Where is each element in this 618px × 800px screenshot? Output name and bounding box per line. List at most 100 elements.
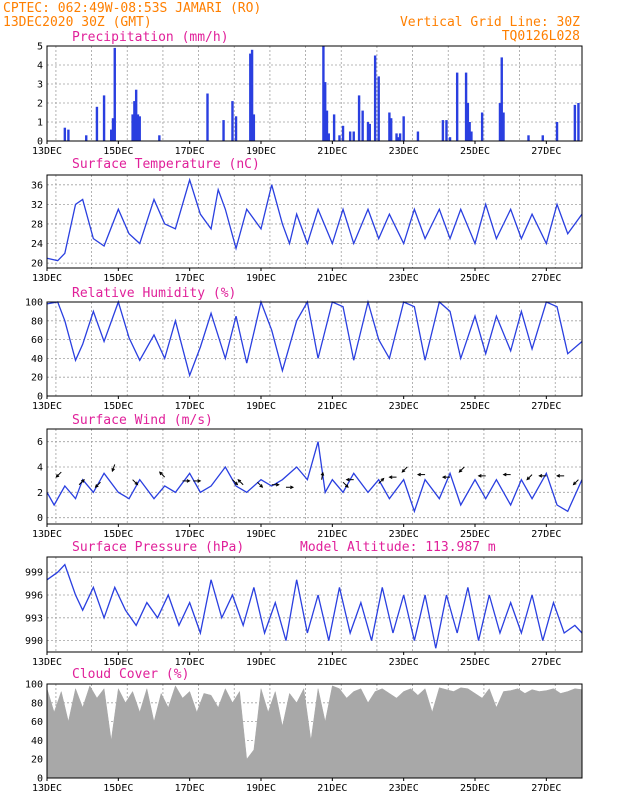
precip-bar: [445, 120, 448, 141]
y-tick-label: 20: [31, 755, 43, 766]
precip-bar: [555, 122, 559, 141]
panel-title: Precipitation (mm/h): [72, 30, 229, 45]
wind-arrow-head: [345, 477, 350, 482]
y-tick-label: 80: [31, 698, 43, 709]
header-code: TQ0126L028: [502, 29, 580, 44]
y-tick-label: 2: [37, 99, 43, 110]
wind-arrow: [401, 466, 408, 473]
x-tick-label: 21DEC: [317, 783, 347, 794]
precip-bar: [416, 131, 420, 141]
wind-arrow-head: [158, 471, 163, 476]
plot-border: [46, 174, 583, 269]
y-tick-label: 2: [37, 488, 43, 499]
y-tick-label: 990: [25, 636, 43, 647]
x-tick-label: 23DEC: [389, 401, 419, 412]
y-tick-label: 6: [37, 437, 43, 448]
y-tick-label: 4: [37, 61, 43, 72]
x-tick-label: 15DEC: [103, 401, 133, 412]
wind-arrow-head: [55, 474, 60, 478]
panel-title: Surface Temperature (nC): [72, 157, 260, 172]
wind-arrow: [237, 479, 244, 486]
wind-arrow: [55, 471, 62, 478]
x-tick-label: 19DEC: [246, 657, 276, 668]
wind-arrow: [526, 474, 533, 480]
panel-title: Relative Humidity (%): [72, 286, 236, 301]
precip-bar: [134, 89, 138, 141]
wind-arrow: [132, 479, 138, 485]
wind-arrow-head: [186, 479, 191, 483]
panel-title: Surface Wind (m/s): [72, 413, 213, 428]
x-tick-label: 21DEC: [317, 401, 347, 412]
panel-4: 990 993 996 999 13DEC 15DEC 17DEC 19DEC 21DEC 23D…: [25, 540, 583, 668]
precip-bar: [206, 93, 209, 141]
wind-arrow-head: [234, 481, 239, 486]
precip-bar: [470, 131, 473, 141]
precip-bar: [332, 114, 336, 141]
x-tick-label: 17DEC: [175, 273, 205, 284]
y-tick-label: 28: [31, 219, 43, 230]
panel-0: 0 1 2 3 4 5 13DEC 15DEC 17DEC 19DEC 21DEC 23DEC 25DE…: [32, 30, 583, 157]
y-tick-label: 0: [37, 513, 43, 524]
wind-arrow: [458, 466, 465, 473]
plot-border: [46, 683, 583, 779]
x-tick-label: 21DEC: [317, 273, 347, 284]
y-tick-label: 0: [37, 392, 43, 403]
x-tick-label: 27DEC: [531, 657, 561, 668]
precip-bar: [338, 135, 341, 141]
x-tick-label: 15DEC: [103, 529, 133, 540]
precip-bar: [500, 57, 503, 141]
x-tick-label: 21DEC: [317, 146, 347, 157]
precip-bar: [85, 135, 88, 141]
precip-bar: [325, 110, 329, 141]
plot-border: [46, 301, 583, 397]
y-tick-label: 100: [25, 298, 43, 309]
x-tick-label: 27DEC: [531, 529, 561, 540]
precip-bar: [366, 122, 370, 141]
precip-bar: [250, 49, 254, 141]
wind-arrow-head: [81, 479, 85, 483]
x-tick-label: 17DEC: [175, 783, 205, 794]
wind-arrow: [95, 481, 101, 488]
x-tick-label: 25DEC: [460, 401, 490, 412]
precip-bar: [131, 114, 134, 141]
precip-bar: [480, 112, 484, 141]
series-line: [46, 441, 583, 514]
x-tick-label: 23DEC: [389, 529, 419, 540]
x-tick-label: 25DEC: [460, 783, 490, 794]
precip-bar: [455, 72, 459, 141]
precip-bar: [389, 118, 393, 141]
wind-arrow-head: [477, 474, 482, 478]
y-tick-label: 0: [37, 774, 43, 785]
precip-bar: [341, 125, 345, 141]
panel-title: Cloud Cover (%): [72, 667, 189, 682]
precip-bar: [502, 112, 505, 141]
wind-arrow-head: [197, 479, 202, 483]
wind-arrow: [342, 481, 349, 488]
wind-arrow: [378, 478, 385, 484]
plot-frame: [46, 301, 583, 397]
wind-arrow-head: [111, 468, 115, 473]
wind-arrow-head: [538, 474, 543, 478]
series-line: [46, 563, 583, 649]
y-tick-label: 24: [31, 239, 43, 250]
y-tick-label: 60: [31, 717, 43, 728]
x-tick-label: 27DEC: [531, 146, 561, 157]
y-tick-label: 1: [37, 118, 43, 129]
precip-bar: [95, 106, 99, 141]
x-tick-label: 17DEC: [175, 529, 205, 540]
wind-arrow-head: [275, 482, 280, 487]
precip-bar: [468, 122, 471, 141]
y-tick-label: 5: [37, 42, 43, 53]
plot-border: [46, 45, 583, 142]
series-line: [46, 177, 583, 262]
wind-arrow-head: [416, 472, 421, 477]
header-date: 13DEC2020 30Z (GMT): [3, 15, 152, 30]
wind-arrow-head: [526, 476, 531, 481]
precip-bar: [133, 101, 136, 141]
x-tick-label: 21DEC: [317, 657, 347, 668]
y-tick-label: 40: [31, 736, 43, 747]
precip-bar: [138, 116, 141, 141]
panel-2: 0 20 40 60 80 100 13DEC 15DEC 17DEC 19DEC 21DEC 23D…: [25, 286, 583, 412]
x-tick-label: 19DEC: [246, 401, 276, 412]
plot-border: [46, 428, 583, 525]
